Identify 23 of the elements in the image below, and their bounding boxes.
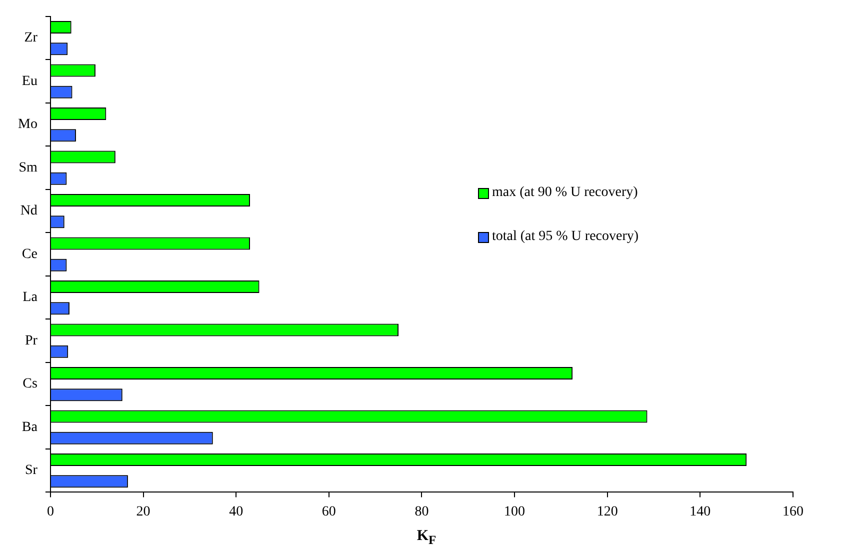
- x-tick-label: 60: [322, 504, 336, 520]
- x-tick-label: 140: [690, 504, 711, 520]
- y-tick-label: La: [22, 290, 38, 306]
- legend-label: max (at 90 % U recovery): [492, 185, 638, 201]
- x-tick-label: 40: [229, 504, 244, 520]
- y-tick-label: Eu: [22, 74, 38, 89]
- y-tick-label: Zr: [24, 30, 38, 46]
- x-tick-label: 0: [46, 504, 54, 520]
- y-tick-label: Mo: [18, 117, 38, 132]
- x-tick-label: 120: [596, 504, 618, 520]
- y-tick-label: Pr: [24, 333, 38, 348]
- y-tick-label: Ce: [22, 246, 38, 262]
- y-tick-label: Sr: [24, 463, 38, 478]
- y-tick-label: Nd: [20, 204, 38, 219]
- y-tick-label: Sm: [18, 160, 38, 176]
- x-tick-label: 80: [414, 504, 429, 520]
- x-axis-title: K$_{F}$: [416, 528, 438, 548]
- legend-label: total (at 95 % U recovery): [492, 229, 639, 245]
- x-tick-label: 20: [136, 504, 150, 520]
- x-tick-label: 160: [782, 504, 804, 520]
- x-tick-label: 100: [504, 504, 526, 520]
- y-tick-label: Ba: [22, 420, 38, 435]
- y-tick-label: Cs: [22, 376, 38, 392]
